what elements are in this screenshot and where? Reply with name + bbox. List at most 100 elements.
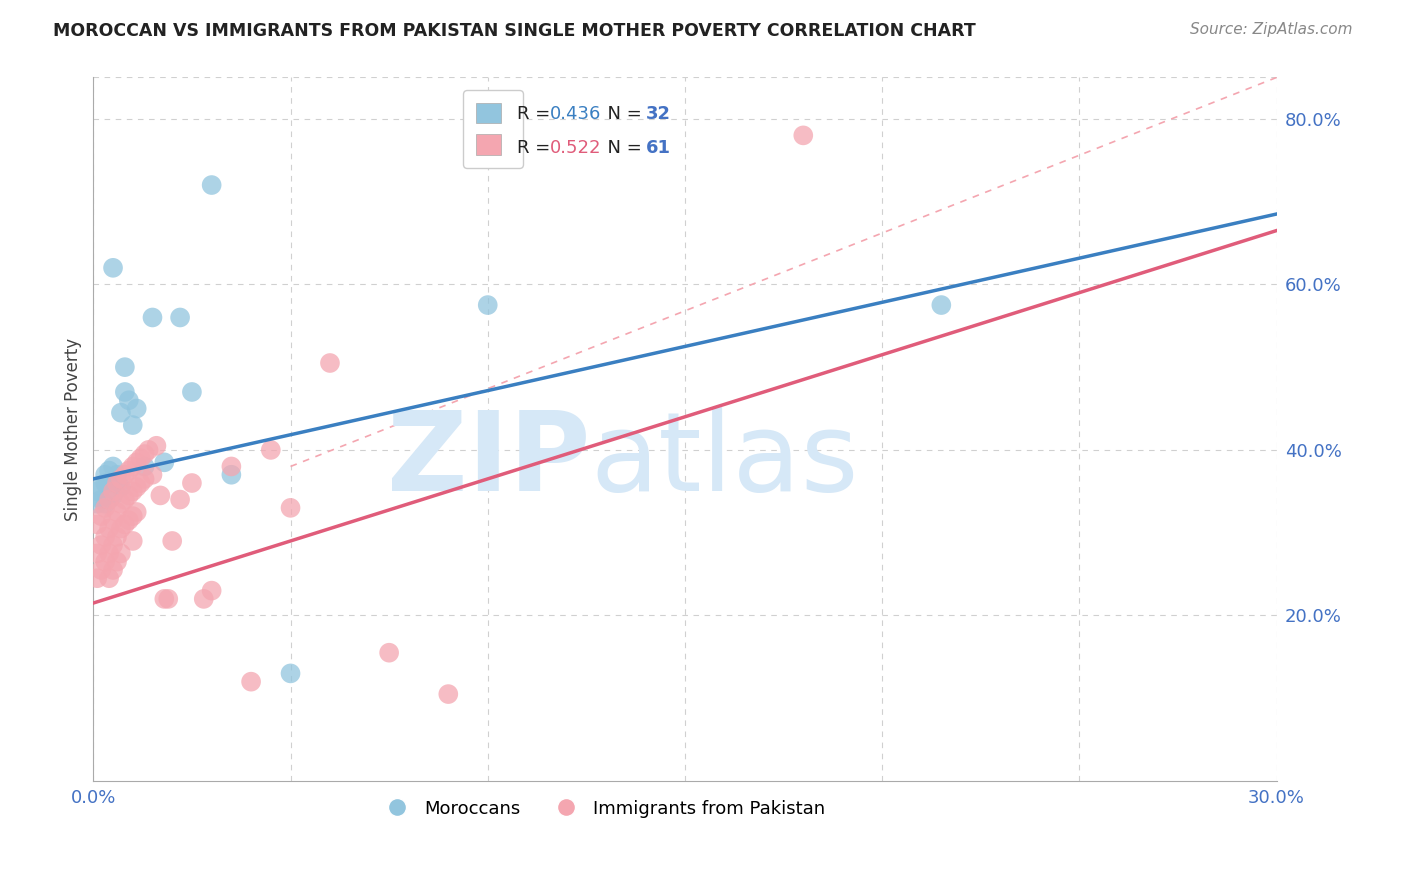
Text: 32: 32	[645, 105, 671, 123]
Point	[101, 260, 124, 275]
Point	[98, 492, 121, 507]
Point	[98, 546, 121, 560]
Point	[114, 467, 136, 482]
Text: 0.436: 0.436	[550, 105, 602, 123]
Point	[169, 310, 191, 325]
Point	[477, 298, 499, 312]
Point	[169, 492, 191, 507]
Point	[86, 497, 108, 511]
Point	[98, 522, 121, 536]
Point	[121, 418, 143, 433]
Point	[319, 356, 342, 370]
Point	[129, 451, 152, 466]
Point	[90, 563, 112, 577]
Point	[105, 505, 128, 519]
Text: Source: ZipAtlas.com: Source: ZipAtlas.com	[1189, 22, 1353, 37]
Point	[105, 476, 128, 491]
Text: MOROCCAN VS IMMIGRANTS FROM PAKISTAN SINGLE MOTHER POVERTY CORRELATION CHART: MOROCCAN VS IMMIGRANTS FROM PAKISTAN SIN…	[53, 22, 976, 40]
Point	[86, 517, 108, 532]
Point	[101, 513, 124, 527]
Point	[105, 555, 128, 569]
Point	[101, 538, 124, 552]
Text: N =: N =	[596, 105, 648, 123]
Text: R =: R =	[517, 139, 555, 157]
Point	[98, 492, 121, 507]
Point	[125, 401, 148, 416]
Point	[86, 484, 108, 499]
Point	[90, 480, 112, 494]
Point	[94, 467, 117, 482]
Text: 0.522: 0.522	[550, 139, 602, 157]
Point	[105, 530, 128, 544]
Point	[98, 464, 121, 478]
Point	[121, 509, 143, 524]
Text: 61: 61	[645, 139, 671, 157]
Point	[221, 459, 243, 474]
Point	[138, 442, 160, 457]
Point	[129, 476, 152, 491]
Point	[118, 488, 141, 502]
Point	[114, 384, 136, 399]
Point	[114, 492, 136, 507]
Point	[125, 480, 148, 494]
Point	[125, 505, 148, 519]
Point	[141, 310, 163, 325]
Point	[94, 476, 117, 491]
Point	[110, 406, 132, 420]
Point	[90, 509, 112, 524]
Point	[105, 476, 128, 491]
Point	[110, 497, 132, 511]
Point	[134, 472, 156, 486]
Point	[110, 472, 132, 486]
Point	[110, 480, 132, 494]
Point	[201, 583, 224, 598]
Point	[94, 530, 117, 544]
Point	[98, 476, 121, 491]
Point	[86, 546, 108, 560]
Point	[792, 128, 814, 143]
Point	[94, 500, 117, 515]
Point	[105, 467, 128, 482]
Point	[378, 646, 401, 660]
Point	[94, 555, 117, 569]
Point	[90, 538, 112, 552]
Point	[121, 459, 143, 474]
Point	[280, 500, 302, 515]
Point	[118, 393, 141, 408]
Point	[125, 455, 148, 469]
Point	[193, 591, 215, 606]
Point	[118, 464, 141, 478]
Point	[110, 522, 132, 536]
Point	[221, 467, 243, 482]
Point	[134, 447, 156, 461]
Point	[98, 571, 121, 585]
Point	[134, 459, 156, 474]
Point	[101, 459, 124, 474]
Point	[118, 513, 141, 527]
Point	[114, 517, 136, 532]
Text: atlas: atlas	[591, 408, 859, 515]
Text: N =: N =	[596, 139, 648, 157]
Point	[90, 492, 112, 507]
Text: ZIP: ZIP	[387, 408, 591, 515]
Point	[101, 488, 124, 502]
Point	[114, 360, 136, 375]
Point	[86, 571, 108, 585]
Point	[153, 455, 176, 469]
Point	[141, 467, 163, 482]
Point	[437, 687, 460, 701]
Point	[280, 666, 302, 681]
Point	[110, 546, 132, 560]
Legend: Moroccans, Immigrants from Pakistan: Moroccans, Immigrants from Pakistan	[373, 792, 832, 825]
Y-axis label: Single Mother Poverty: Single Mother Poverty	[65, 338, 82, 521]
Point	[160, 533, 183, 548]
Point	[101, 484, 124, 499]
Point	[94, 497, 117, 511]
Point	[931, 298, 953, 312]
Point	[181, 476, 204, 491]
Text: R =: R =	[517, 105, 555, 123]
Point	[240, 674, 263, 689]
Point	[153, 591, 176, 606]
Point	[121, 484, 143, 499]
Point	[121, 533, 143, 548]
